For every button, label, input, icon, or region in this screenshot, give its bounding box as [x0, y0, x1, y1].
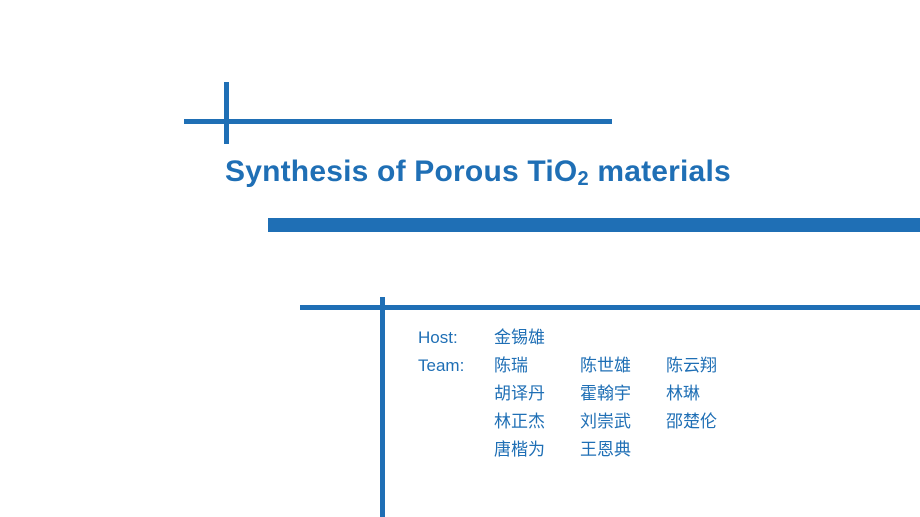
team-name: 陈云翔 [666, 352, 752, 380]
team-label: Team: [418, 352, 494, 464]
top-cross-vertical [224, 82, 229, 144]
team-name: 陈瑞 [494, 352, 580, 380]
team-line: 胡译丹 霍翰宇 林琳 [494, 380, 752, 408]
team-name: 胡译丹 [494, 380, 580, 408]
title-pre: Synthesis of Porous TiO [225, 155, 577, 188]
bottom-cross-vertical [380, 297, 385, 517]
team-row: Team: 陈瑞 陈世雄 陈云翔 胡译丹 霍翰宇 林琳 林正杰 刘崇武 邵楚伦 … [418, 352, 752, 464]
team-name: 王恩典 [580, 436, 666, 464]
slide-title: Synthesis of Porous TiO2 materials [225, 155, 731, 189]
top-cross-horizontal [184, 119, 612, 124]
host-row: Host: 金锡雄 [418, 324, 752, 352]
title-post: materials [589, 155, 731, 188]
team-name: 林正杰 [494, 408, 580, 436]
team-line: 林正杰 刘崇武 邵楚伦 [494, 408, 752, 436]
team-line: 陈瑞 陈世雄 陈云翔 [494, 352, 752, 380]
team-name: 陈世雄 [580, 352, 666, 380]
team-name: 林琳 [666, 380, 752, 408]
team-line: 唐楷为 王恩典 [494, 436, 752, 464]
thick-bar [268, 218, 920, 232]
bottom-cross-horizontal [300, 305, 920, 310]
team-name: 刘崇武 [580, 408, 666, 436]
team-name [666, 436, 752, 464]
team-name: 霍翰宇 [580, 380, 666, 408]
host-name: 金锡雄 [494, 324, 580, 352]
title-subscript: 2 [577, 168, 588, 190]
team-name: 邵楚伦 [666, 408, 752, 436]
host-label: Host: [418, 324, 494, 352]
team-name: 唐楷为 [494, 436, 580, 464]
credits-block: Host: 金锡雄 Team: 陈瑞 陈世雄 陈云翔 胡译丹 霍翰宇 林琳 林正… [418, 324, 752, 464]
